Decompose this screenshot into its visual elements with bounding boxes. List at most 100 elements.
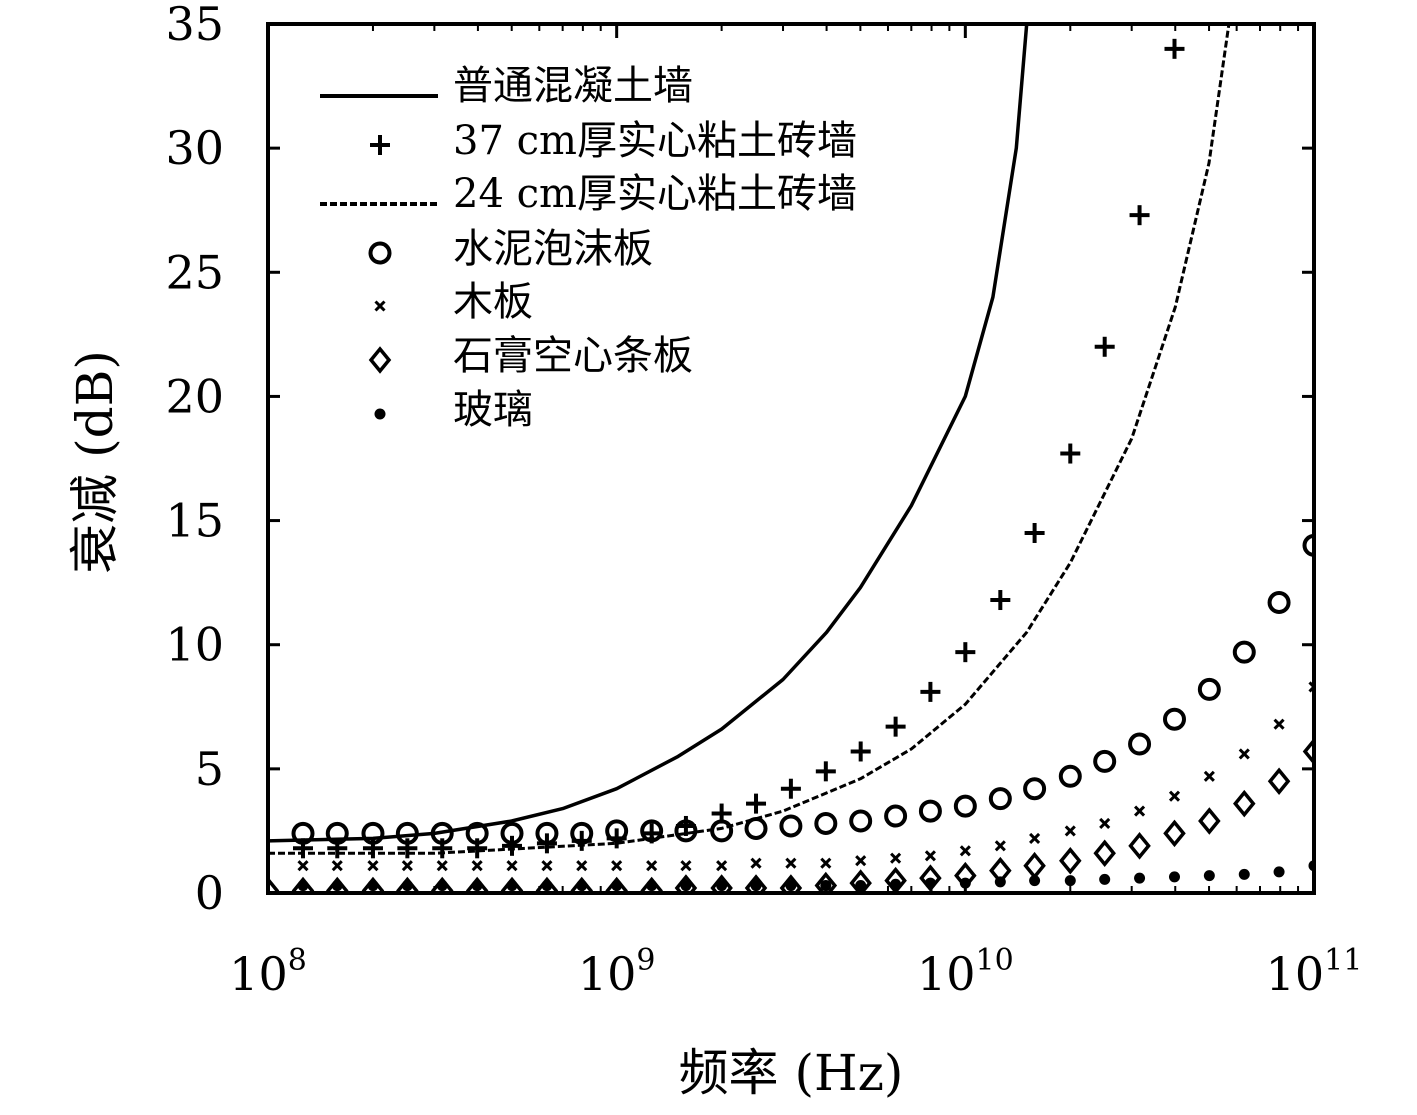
series-4-point-25 [1168, 790, 1181, 802]
legend-label-2: 24 cm厚实心粘土砖墙 [453, 171, 857, 217]
series-6-point-15 [820, 880, 832, 892]
series-4-point-25-b [1168, 790, 1181, 802]
legend-label-0: 普通混凝土墙 [453, 63, 693, 109]
series-5-point-17 [849, 869, 872, 893]
series-6-point-4 [436, 880, 448, 892]
series-1-point-15 [815, 761, 836, 782]
y-tick-label-4: 20 [165, 369, 224, 423]
series-4-point-7 [541, 860, 553, 872]
series-layer [268, 24, 1314, 893]
series-3 [291, 533, 1314, 845]
legend-item-1: 37 cm厚实心粘土砖墙 [370, 118, 857, 164]
series-4-point-10 [646, 860, 658, 872]
series-6-point-7 [541, 880, 553, 892]
series-3-point-23 [1093, 749, 1117, 773]
series-6-point-17 [890, 878, 902, 890]
series-4-point-11-b [680, 860, 692, 872]
series-4-point-17 [890, 852, 902, 864]
series-6-point-20 [994, 876, 1006, 888]
series-3-point-13 [744, 816, 768, 840]
y-tick-label-6: 30 [165, 121, 224, 175]
series-6-point-10 [646, 880, 658, 892]
series-4-point-21 [1029, 832, 1041, 844]
series-4-point-1-b [331, 860, 343, 872]
series-6-point-14 [785, 880, 797, 892]
series-6-point-25 [1168, 871, 1180, 883]
series-5-point-15 [779, 874, 803, 893]
series-5-point-4 [396, 876, 419, 893]
series-5-point-30 [1302, 737, 1314, 766]
legend-item-5: 石膏空心条板 [368, 333, 693, 379]
x-tick-label-0: 108 [229, 943, 307, 1001]
series-4-point-27 [1238, 748, 1250, 760]
legend-symbol-3 [368, 241, 392, 265]
series-5-point-8 [535, 876, 559, 893]
series-3-point-28 [1267, 591, 1291, 615]
series-3-point-8 [570, 821, 594, 845]
series-6-point-2 [367, 880, 379, 892]
series-3-point-25 [1162, 707, 1186, 731]
legend-label-1: 37 cm厚实心粘土砖墙 [453, 118, 857, 164]
series-4-point-3 [401, 860, 413, 872]
series-1-point-18 [920, 681, 941, 702]
y-tick-label-5: 25 [165, 245, 224, 299]
series-4-point-8-b [576, 860, 588, 872]
legend-item-6: 玻璃 [374, 387, 533, 433]
series-1-point-17 [885, 716, 906, 737]
legend-label-6: 玻璃 [453, 387, 533, 433]
x-tick-exponent-0: 8 [288, 943, 307, 978]
series-5-point-29 [1267, 767, 1291, 796]
series-4-point-29-b [1308, 684, 1314, 693]
y-tick-label-2: 10 [165, 618, 224, 672]
series-6-point-6 [506, 880, 518, 892]
series-2-line [268, 24, 1231, 855]
series-4-point-26 [1203, 770, 1215, 782]
series-4-point-6-b [506, 860, 518, 872]
series-3-point-24 [1128, 732, 1152, 756]
series-5-point-16 [814, 871, 838, 893]
series-3-point-9 [605, 819, 629, 843]
series-4-point-24-b [1133, 805, 1146, 817]
legend-label-5: 石膏空心条板 [453, 333, 693, 379]
series-3-point-21 [1023, 777, 1047, 801]
series-6-point-18 [924, 877, 936, 889]
x-tick-exponent-2: 10 [976, 943, 1014, 978]
series-1-point-20 [990, 590, 1011, 611]
series-5-point-9 [570, 876, 593, 893]
series-3-point-29 [1302, 533, 1314, 557]
series-4-point-23-b [1099, 817, 1111, 830]
y-tick-label-3: 15 [165, 494, 224, 548]
series-1-point-13 [746, 793, 767, 814]
x-axis-title: 频率 (Hz) [679, 1044, 904, 1102]
legend-item-0: 普通混凝土墙 [320, 63, 693, 109]
series-5-point-1 [291, 876, 315, 893]
legend-item-4: 木板 [374, 279, 533, 325]
series-5-point-25 [1128, 832, 1151, 860]
series-5-point-14 [744, 874, 768, 893]
series-5-point-10 [605, 876, 628, 893]
series-3-point-2 [361, 821, 385, 845]
series-4-point-6 [506, 860, 518, 872]
series-4-point-2 [367, 860, 379, 872]
legend: 普通混凝土墙 37 cm厚实心粘土砖墙 24 cm厚实心粘土砖墙水泥泡沫板木板石膏空… [320, 63, 857, 433]
legend-item-2: 24 cm厚实心粘土砖墙 [320, 171, 857, 217]
series-3-point-26 [1197, 677, 1221, 701]
x-tick-exponent-1: 9 [636, 943, 655, 978]
series-5-point-5 [430, 876, 454, 893]
series-3-point-12 [710, 819, 734, 843]
series-5-point-22 [1023, 851, 1046, 880]
series-5-point-28 [1233, 789, 1256, 818]
series-6-point-28 [1273, 866, 1285, 878]
legend-symbol-4 [374, 300, 386, 312]
series-4-point-4-b [436, 860, 448, 872]
series-4-point-10-b [646, 860, 658, 872]
series-6-point-27 [1238, 868, 1250, 880]
series-4-point-15 [820, 857, 832, 869]
series-3-point-14 [779, 814, 803, 838]
series-3-point-5 [465, 821, 489, 845]
series-4-point-22 [1064, 825, 1076, 837]
series-5-point-0 [268, 876, 280, 893]
series-4-point-28-b [1273, 718, 1285, 730]
x-tick-exponent-3: 11 [1324, 943, 1362, 978]
